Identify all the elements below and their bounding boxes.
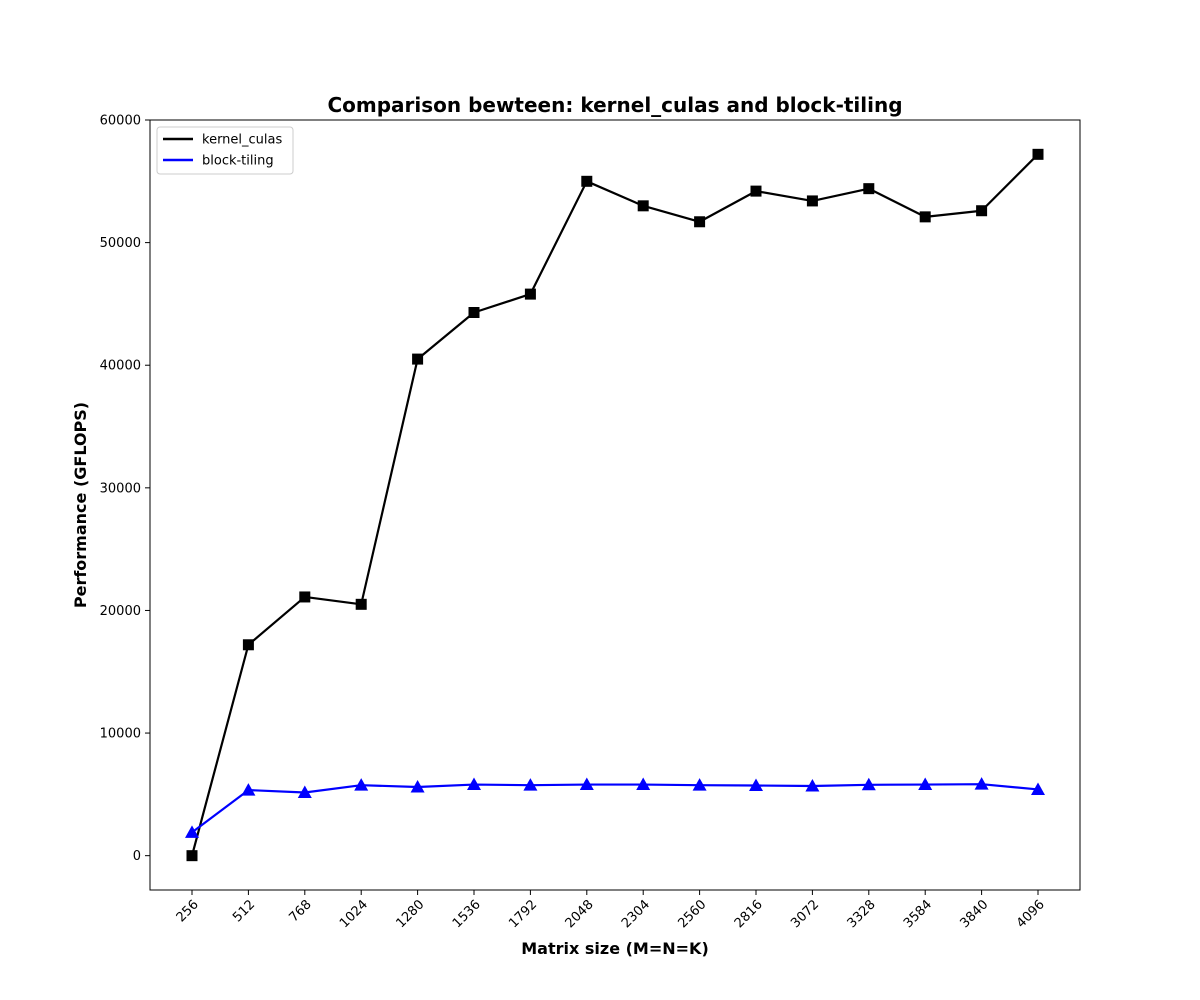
data-point-block-tiling xyxy=(918,777,933,791)
x-axis-label: Matrix size (M=N=K) xyxy=(521,939,709,958)
plot-area-frame xyxy=(149,119,1081,891)
y-tick-label: 10000 xyxy=(100,727,141,742)
data-point-block-tiling xyxy=(354,778,369,791)
data-point-block-tiling xyxy=(974,777,989,790)
data-point-block-tiling xyxy=(805,779,820,792)
data-point-kernel-culas xyxy=(976,205,988,217)
data-point-block-tiling xyxy=(1031,782,1045,795)
data-point-kernel-culas xyxy=(863,183,875,195)
series-line-kernel-culas xyxy=(190,153,1039,856)
data-point-kernel-culas xyxy=(637,200,649,212)
data-point-block-tiling xyxy=(185,825,199,838)
y-tick-label: 60000 xyxy=(100,114,141,129)
legend-label: kernel_culas xyxy=(202,133,282,148)
y-tick-label: 30000 xyxy=(100,481,141,496)
data-point-kernel-culas xyxy=(299,591,311,603)
y-tick-label: 50000 xyxy=(100,236,141,251)
data-point-block-tiling xyxy=(749,778,763,792)
series-layer xyxy=(185,148,1045,862)
data-point-block-tiling xyxy=(410,780,425,793)
data-point-block-tiling xyxy=(297,785,312,799)
data-point-kernel-culas xyxy=(1032,148,1044,160)
data-point-kernel-culas xyxy=(355,598,367,610)
y-tick-label: 40000 xyxy=(100,359,141,374)
data-point-block-tiling xyxy=(241,783,256,796)
data-point-kernel-culas xyxy=(412,353,424,365)
data-point-block-tiling xyxy=(692,778,707,791)
data-point-block-tiling xyxy=(523,778,538,791)
data-point-kernel-culas xyxy=(524,288,536,300)
legend-label: block-tiling xyxy=(202,154,274,169)
y-axis: 0 10000 20000 30000 40000 50000 60000 xyxy=(100,114,150,864)
data-point-kernel-culas xyxy=(468,307,480,318)
y-tick-label: 0 xyxy=(133,849,141,864)
data-point-block-tiling xyxy=(636,777,651,791)
y-tick-label: 20000 xyxy=(100,604,141,619)
data-point-kernel-culas xyxy=(806,195,818,207)
y-axis-label: Performance (GFLOPS) xyxy=(71,402,90,608)
data-point-block-tiling xyxy=(861,777,876,791)
series-line-block-tiling xyxy=(191,783,1039,834)
data-point-block-tiling xyxy=(467,777,481,791)
data-point-kernel-culas xyxy=(919,211,931,223)
legend: kernel_culas block-tiling xyxy=(156,126,294,175)
data-point-kernel-culas xyxy=(694,216,706,228)
chart-title: Comparison bewteen: kernel_culas and blo… xyxy=(327,93,902,117)
data-point-kernel-culas xyxy=(242,639,254,651)
data-point-kernel-culas xyxy=(750,185,762,197)
data-point-block-tiling xyxy=(579,777,594,791)
data-point-kernel-culas xyxy=(186,850,198,862)
data-point-kernel-culas xyxy=(581,175,593,187)
